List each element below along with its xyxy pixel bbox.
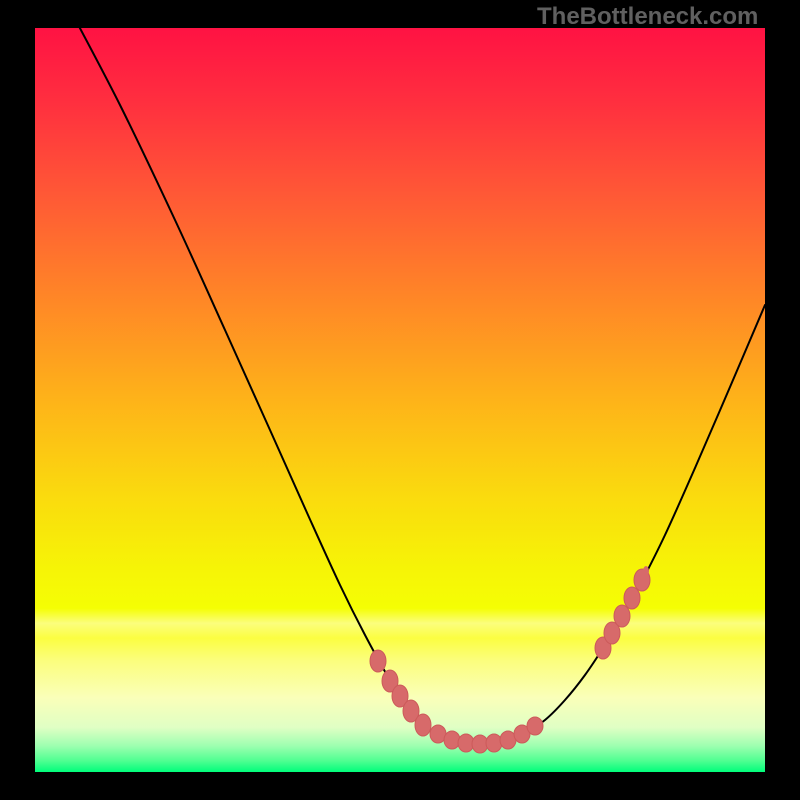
data-marker bbox=[624, 587, 640, 609]
data-marker-small bbox=[643, 566, 649, 576]
gradient-background bbox=[35, 28, 765, 772]
watermark-text: TheBottleneck.com bbox=[537, 3, 758, 31]
plot-svg bbox=[35, 28, 765, 772]
data-marker bbox=[370, 650, 386, 672]
data-marker bbox=[614, 605, 630, 627]
data-marker bbox=[486, 734, 502, 752]
plot-area bbox=[35, 28, 765, 772]
data-marker bbox=[527, 717, 543, 735]
data-marker bbox=[415, 714, 431, 736]
data-marker bbox=[444, 731, 460, 749]
